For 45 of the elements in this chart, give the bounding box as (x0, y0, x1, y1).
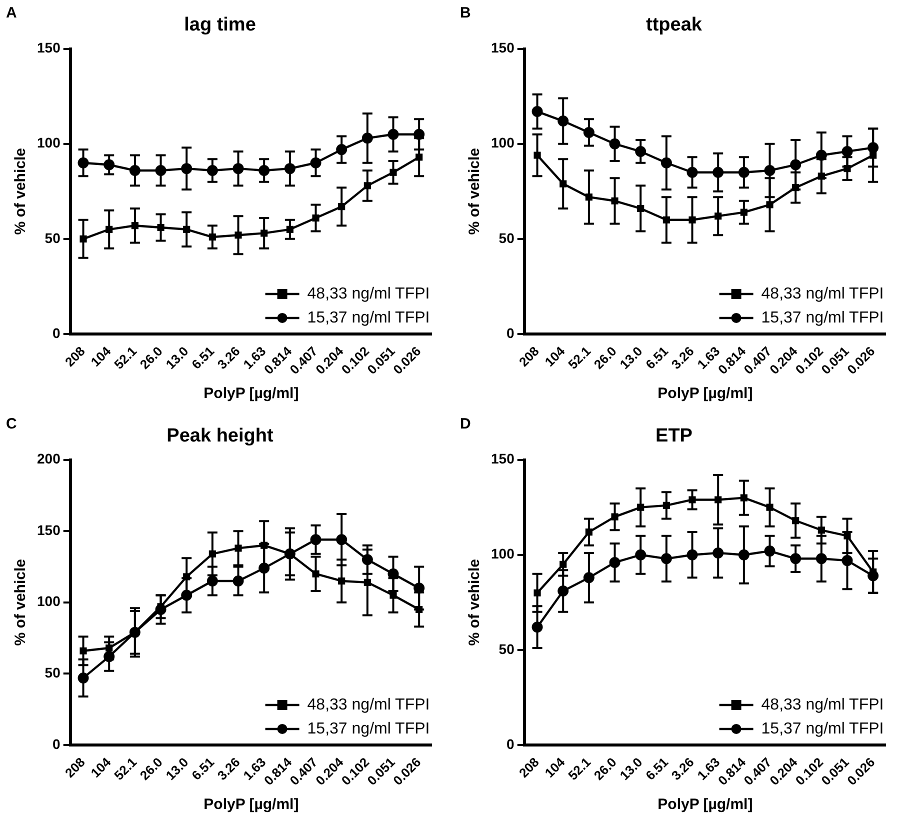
chart-title: ETP (656, 426, 693, 447)
legend-label: 15,37 ng/ml TFPI (761, 720, 884, 738)
y-tick-label: 150 (37, 522, 61, 538)
y-tick-label: 0 (506, 324, 515, 341)
text: C (6, 416, 17, 433)
legend-label: 48,33 ng/ml TFPI (307, 285, 430, 302)
y-tick-label: 0 (506, 736, 515, 752)
x-tick-label: 208 (62, 344, 88, 370)
y-axis-title: % of vehicle (466, 148, 484, 235)
y-tick-label: 100 (491, 546, 515, 562)
y-tick-label: 50 (498, 230, 515, 246)
chart-title: Peak height (166, 426, 274, 447)
y-tick-label: 100 (37, 593, 61, 610)
chart-title: lag time (184, 14, 256, 36)
y-tick-label: 100 (37, 134, 61, 151)
x-axis-title: PolyP [µg/ml] (204, 796, 299, 814)
y-tick-label: 0 (52, 324, 61, 341)
x-axis-title: PolyP [µg/ml] (204, 385, 299, 402)
x-tick-label: 208 (516, 344, 542, 370)
text: B (460, 4, 471, 22)
legend-label: 15,37 ng/ml TFPI (307, 309, 430, 326)
x-tick-label: 208 (516, 754, 542, 780)
y-tick-label: 150 (37, 40, 61, 56)
y-tick-label: 200 (37, 450, 61, 467)
y-tick-label: 0 (52, 736, 61, 752)
text: D (460, 416, 471, 433)
y-tick-label: 50 (44, 664, 61, 681)
y-tick-label: 100 (491, 134, 515, 151)
text: A (6, 4, 17, 22)
x-tick-label: 208 (62, 754, 88, 780)
y-tick-label: 50 (498, 640, 515, 657)
y-axis-title: % of vehicle (12, 148, 30, 235)
y-axis-title: % of vehicle (12, 559, 30, 646)
y-tick-label: 150 (491, 40, 515, 56)
legend-label: 48,33 ng/ml TFPI (761, 696, 884, 714)
y-tick-label: 50 (44, 230, 61, 246)
y-axis-title: % of vehicle (466, 559, 484, 646)
y-tick-label: 150 (491, 450, 515, 467)
legend-label: 15,37 ng/ml TFPI (761, 309, 884, 326)
legend-label: 48,33 ng/ml TFPI (761, 285, 884, 302)
x-axis-title: PolyP [µg/ml] (658, 385, 753, 402)
chart-title: ttpeak (646, 14, 702, 36)
legend-label: 15,37 ng/ml TFPI (307, 720, 430, 738)
x-axis-title: PolyP [µg/ml] (658, 796, 753, 814)
legend-label: 48,33 ng/ml TFPI (307, 696, 430, 714)
